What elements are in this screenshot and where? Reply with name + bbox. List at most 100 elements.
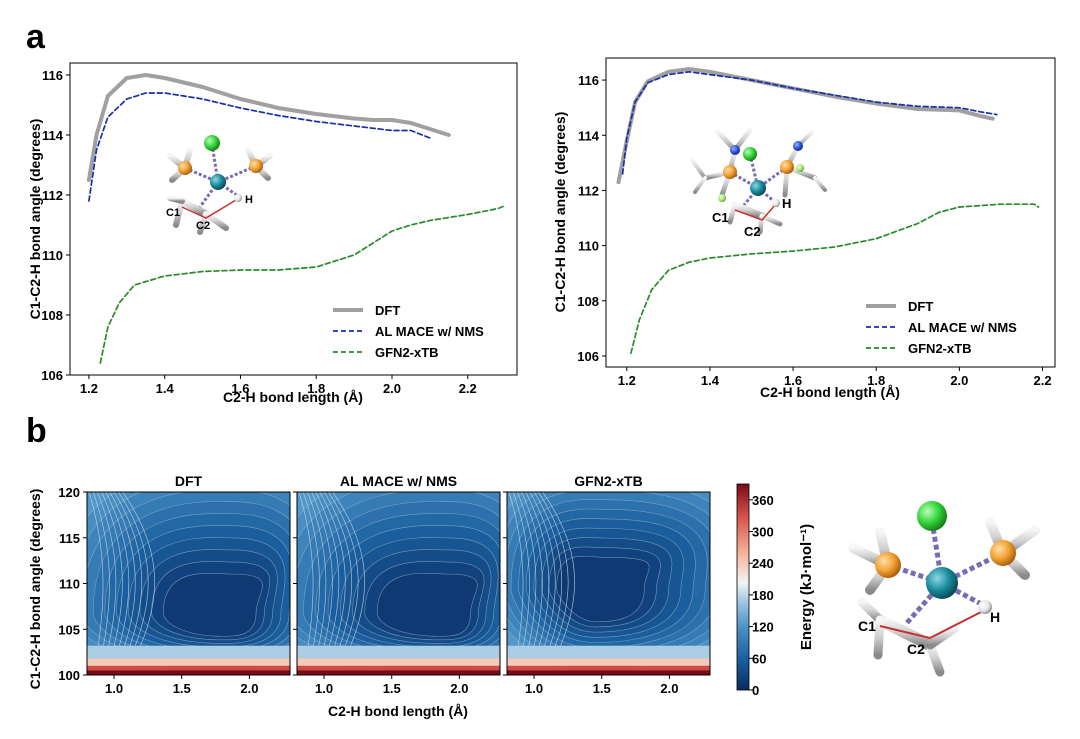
x-tick-label: 1.5: [173, 681, 191, 696]
atom-label-c2: C2: [196, 220, 210, 232]
x-axis-label: C2-H bond length (Å): [328, 703, 468, 719]
energy-band: [507, 645, 710, 659]
energy-band: [297, 670, 500, 675]
series-line-0: [616, 67, 995, 185]
colorbar: 0 60 120 180 240 300 360 Energy (kJ·mol⁻¹): [736, 483, 815, 698]
heatmap-panel-b: DFT 1.0 1.5 2.0 100 105 110 115 120 AL MACE w/ NM…: [27, 473, 711, 719]
x-tick-label: 1.0: [315, 681, 333, 696]
y-tick-label: 110: [59, 577, 80, 592]
atom-label-c1: C1: [858, 618, 876, 634]
colorbar-tick-label: 180: [752, 588, 774, 603]
y-tick-label: 108: [577, 294, 599, 309]
y-tick-label: 116: [578, 73, 599, 88]
colorbar-tick-label: 0: [752, 683, 759, 698]
x-axis-label: C2-H bond length (Å): [223, 389, 363, 405]
series-line-2: [630, 203, 1040, 355]
colorbar-tick-label: 240: [752, 556, 774, 571]
x-tick-label: 1.5: [383, 681, 401, 696]
y-tick-label: 108: [41, 308, 63, 323]
x-tick-label: 1.0: [105, 681, 123, 696]
chart-a-left: 1.2 1.4 1.6 1.8 2.0 2.2 106 108 110 112 114 116 C2-H…: [27, 62, 518, 405]
x-tick-label: 1.2: [80, 381, 98, 396]
x-tick-label: 1.0: [525, 681, 543, 696]
y-tick-label: 120: [58, 485, 80, 500]
contour-level: [376, 573, 478, 637]
y-tick-label: 106: [577, 349, 599, 364]
panel-label-b: b: [26, 412, 47, 450]
x-tick-label: 1.6: [231, 381, 249, 396]
energy-band: [507, 670, 710, 675]
molecule-panel-b: C1 C2 H: [848, 501, 1040, 677]
atom-label-c1: C1: [166, 207, 180, 219]
atom-label-c1: C1: [712, 210, 729, 225]
y-tick-label: 100: [58, 668, 80, 683]
series-line-2: [99, 204, 507, 364]
y-axis-label: C1-C2-H bond angle (degrees): [27, 119, 43, 320]
x-tick-label: 2.0: [383, 381, 401, 396]
energy-band: [87, 658, 290, 666]
y-axis-label: C1-C2-H bond angle (degrees): [27, 489, 43, 690]
plot-frame: [69, 62, 518, 376]
energy-band: [297, 658, 500, 666]
y-tick-label: 112: [578, 183, 599, 198]
legend-entry-1: AL MACE w/ NMS: [375, 324, 484, 339]
x-tick-label: 2.2: [459, 381, 477, 396]
y-tick-label: 110: [578, 239, 599, 254]
x-tick-label: 1.6: [784, 373, 802, 388]
x-axis-label: C2-H bond length (Å): [760, 384, 900, 400]
y-tick-label: 112: [42, 188, 63, 203]
energy-band: [297, 645, 500, 659]
energy-band: [297, 665, 500, 671]
colorbar-tick-label: 60: [752, 651, 766, 666]
y-tick-label: 106: [41, 368, 63, 383]
x-tick-label: 1.8: [867, 373, 885, 388]
x-tick-label: 1.2: [618, 373, 636, 388]
molecule-inset-a-left: C1 C2 H: [166, 135, 273, 235]
energy-band: [507, 658, 710, 666]
y-tick-label: 116: [42, 68, 63, 83]
y-tick-label: 114: [42, 128, 64, 143]
energy-band: [507, 665, 710, 671]
legend-entry-0: DFT: [908, 299, 933, 314]
colorbar-tick-label: 360: [752, 493, 774, 508]
subplot-title: AL MACE w/ NMS: [340, 473, 457, 489]
series-line-1: [88, 92, 431, 202]
x-tick-label: 2.0: [950, 373, 968, 388]
x-tick-label: 2.2: [1033, 373, 1051, 388]
atom-label-h: H: [782, 196, 791, 211]
colorbar-gradient: [736, 483, 750, 691]
y-tick-label: 115: [59, 531, 80, 546]
contour-level: [556, 555, 650, 623]
subplot-title: GFN2-xTB: [574, 473, 642, 489]
heatmap-contours-0: [87, 492, 290, 675]
panel-label-a: a: [26, 18, 46, 56]
y-tick-label: 114: [578, 128, 600, 143]
legend-entry-2: GFN2-xTB: [908, 341, 972, 356]
energy-band: [87, 645, 290, 659]
legend-entry-2: GFN2-xTB: [375, 345, 439, 360]
series-line-1: [621, 70, 998, 175]
x-tick-label: 1.8: [307, 381, 325, 396]
legend-entry-1: AL MACE w/ NMS: [908, 320, 1017, 335]
subplot-title: DFT: [175, 473, 203, 489]
energy-band: [87, 665, 290, 671]
x-tick-label: 1.5: [593, 681, 611, 696]
atom-label-c2: C2: [744, 224, 761, 239]
x-tick-label: 2.0: [660, 681, 678, 696]
colorbar-label: Energy (kJ·mol⁻¹): [798, 524, 815, 650]
plot-frame: [605, 57, 1056, 368]
atom-label-c2: C2: [907, 641, 925, 657]
energy-band: [87, 670, 290, 675]
atom-label-h: H: [990, 609, 1000, 625]
y-tick-label: 105: [58, 622, 80, 637]
chart-a-right: 1.2 1.4 1.6 1.8 2.0 2.2 106 108 110 112 114 116 C2-H…: [552, 57, 1056, 400]
x-tick-label: 2.0: [240, 681, 258, 696]
atom-label-h: H: [245, 194, 253, 206]
heatmap-contours-2: [507, 492, 710, 675]
heatmap-contours-1: [297, 492, 500, 675]
y-tick-label: 110: [42, 248, 63, 263]
contour-level: [162, 572, 263, 637]
x-tick-label: 2.0: [450, 681, 468, 696]
y-axis-label: C1-C2-H bond angle (degrees): [552, 112, 568, 313]
